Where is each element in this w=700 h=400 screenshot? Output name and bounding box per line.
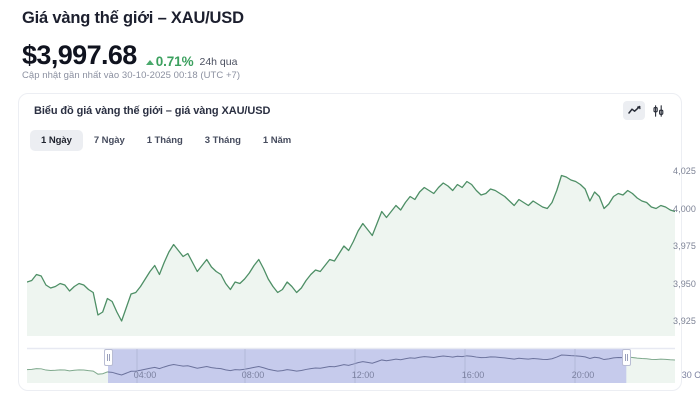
line-chart-type-button[interactable]	[623, 101, 645, 120]
tab-3-thang[interactable]: 3 Tháng	[194, 130, 252, 151]
tab-7-ngay[interactable]: 7 Ngày	[83, 130, 136, 151]
candlestick-chart-type-button[interactable]	[647, 101, 669, 120]
price-change: 0.71% 24h qua	[146, 54, 238, 69]
navigator-x-tick-label: 04:00	[134, 370, 157, 380]
y-axis-tick-label: 3,975	[673, 241, 696, 251]
tab-1-ngay[interactable]: 1 Ngày	[30, 130, 83, 151]
tab-1-thang[interactable]: 1 Tháng	[136, 130, 194, 151]
current-price: $3,997.68	[22, 40, 137, 71]
navigator-handle-right[interactable]	[622, 349, 631, 366]
y-axis-tick-label: 3,925	[673, 316, 696, 326]
period-tabs: 1 Ngày 7 Ngày 1 Tháng 3 Tháng 1 Năm	[30, 130, 302, 151]
price-chart-svg	[27, 156, 675, 336]
price-chart-plot[interactable]	[27, 156, 675, 336]
caret-up-icon	[146, 60, 154, 65]
navigator-x-tick-label: 16:00	[462, 370, 485, 380]
y-axis-labels: 4,025 4,000 3,975 3,950 3,925	[667, 156, 700, 336]
price-summary: $3,997.68 0.71% 24h qua	[22, 40, 237, 71]
chart-card-header: Biểu đồ giá vàng thế giới – giá vàng XAU…	[19, 94, 681, 128]
navigator-x-axis-labels: 04:00 08:00 12:00 16:00 20:00 30 Oct	[27, 370, 700, 384]
chart-card: Biểu đồ giá vàng thế giới – giá vàng XAU…	[18, 93, 682, 391]
navigator-x-tick-label: 12:00	[352, 370, 375, 380]
page-title: Giá vàng thế giới – XAU/USD	[22, 9, 244, 28]
y-axis-tick-label: 4,025	[673, 166, 696, 176]
gold-price-widget: Giá vàng thế giới – XAU/USD $3,997.68 0.…	[0, 0, 700, 400]
change-period-label: 24h qua	[200, 56, 238, 68]
last-updated-text: Cập nhật gần nhất vào 30-10-2025 00:18 (…	[22, 70, 240, 81]
line-chart-icon	[628, 105, 641, 116]
chart-type-toggle	[623, 101, 669, 120]
chart-title: Biểu đồ giá vàng thế giới – giá vàng XAU…	[34, 105, 270, 117]
navigator-x-tick-label: 20:00	[572, 370, 595, 380]
tab-1-nam[interactable]: 1 Năm	[252, 130, 302, 151]
change-percent: 0.71%	[156, 54, 194, 69]
navigator-x-tick-label: 30 Oct	[682, 370, 700, 380]
navigator-x-tick-label: 08:00	[242, 370, 265, 380]
y-axis-tick-label: 3,950	[673, 279, 696, 289]
y-axis-tick-label: 4,000	[673, 204, 696, 214]
navigator-handle-left[interactable]	[104, 349, 113, 366]
candlestick-chart-icon	[652, 105, 665, 117]
